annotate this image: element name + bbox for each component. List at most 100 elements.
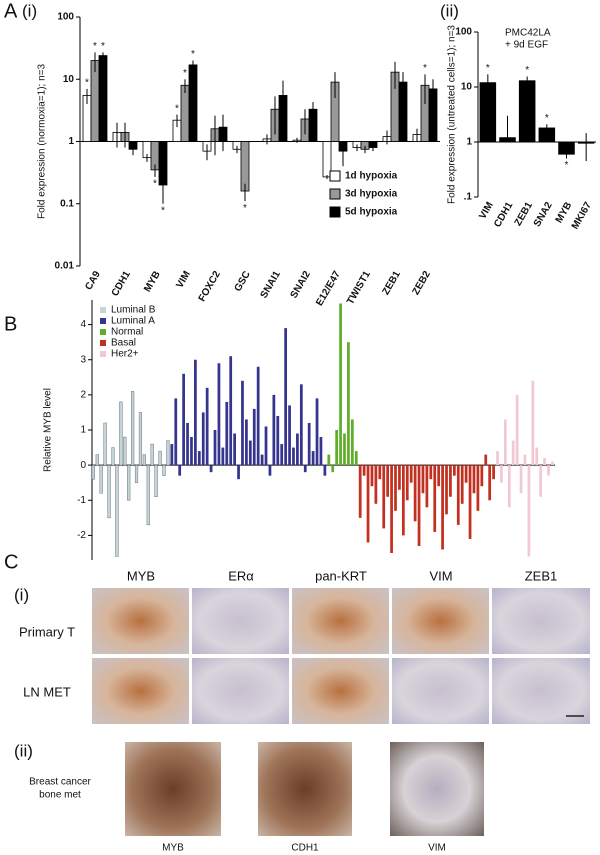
y-tick-label: 0.1 <box>60 198 74 209</box>
y-axis-label: Fold expression (untreated cells=1); n=3 <box>447 25 458 204</box>
micrograph <box>292 658 389 724</box>
bars <box>82 52 438 204</box>
x-tick-label: GSC <box>233 269 253 293</box>
bar <box>515 394 519 466</box>
bar <box>201 412 205 466</box>
bar <box>456 465 460 525</box>
bar <box>460 465 464 504</box>
y-axis-label: Fold expression (normoxia=1); n=3 <box>37 64 48 220</box>
bar <box>488 465 492 501</box>
bar <box>174 398 178 466</box>
bar <box>323 465 327 476</box>
bar <box>221 447 225 466</box>
sub-label: (ii) <box>440 1 459 20</box>
bar <box>347 342 350 466</box>
legend-swatch <box>329 170 341 182</box>
significance-mark: * <box>243 203 247 214</box>
bar <box>107 464 111 519</box>
bar <box>362 465 366 476</box>
significance-mark: * <box>565 160 569 171</box>
bar <box>233 433 237 466</box>
bar <box>421 465 425 494</box>
bar <box>543 458 546 466</box>
legend-label: 3d hypoxia <box>345 189 398 200</box>
bar <box>284 328 288 466</box>
x-tick-label: TWIST1 <box>345 269 373 307</box>
bar <box>370 465 374 487</box>
bar <box>511 440 515 466</box>
bar <box>217 363 221 466</box>
micrograph <box>258 742 352 836</box>
bar <box>170 444 174 466</box>
legend-label: Her2+ <box>111 349 139 360</box>
bar <box>240 141 250 192</box>
micrograph <box>392 658 489 724</box>
bar <box>194 359 197 466</box>
legend-swatch <box>100 318 106 324</box>
x-tick-label: MYB <box>142 269 163 294</box>
bar <box>292 447 295 466</box>
bar <box>468 465 472 539</box>
bar <box>307 422 311 466</box>
column-label: pan-KRT <box>315 568 367 583</box>
bar <box>413 465 417 522</box>
micrograph <box>390 742 484 836</box>
y-axis-label: Relative MYB level <box>43 388 54 472</box>
significance-mark: * <box>423 63 427 74</box>
legend-label: 1d hypoxia <box>345 171 398 182</box>
bar <box>95 454 99 466</box>
y-tick-label: 1 <box>68 136 74 147</box>
bar <box>303 465 307 473</box>
significance-mark: * <box>85 78 89 89</box>
bar <box>180 84 190 142</box>
bar <box>315 398 319 466</box>
bar <box>241 380 244 466</box>
y-tick-label: 4 <box>80 319 86 330</box>
significance-mark: * <box>101 41 105 52</box>
bar <box>503 419 507 466</box>
significance-mark: * <box>93 41 97 52</box>
x-tick-label: SNAI1 <box>259 269 283 300</box>
bar <box>134 464 139 483</box>
bar <box>166 440 170 466</box>
y-tick-label: 1 <box>80 425 86 436</box>
legend-swatch <box>329 206 341 218</box>
bar <box>484 454 488 466</box>
annotation: PMC42LA <box>505 28 551 39</box>
micrograph <box>192 588 289 654</box>
bar <box>90 60 100 142</box>
bar <box>209 465 213 473</box>
bar <box>429 465 433 480</box>
micrograph <box>92 658 189 724</box>
sub-label: (i) <box>14 585 29 604</box>
bar <box>119 401 123 466</box>
bar <box>115 464 119 557</box>
bar <box>354 451 358 466</box>
y-tick-label: -2 <box>77 530 86 541</box>
row-label: bone met <box>39 790 81 801</box>
bar <box>394 465 397 511</box>
bar <box>358 465 362 518</box>
bar <box>146 464 150 526</box>
micrograph <box>292 588 389 654</box>
bar <box>409 465 413 483</box>
bar <box>445 465 448 515</box>
y-tick-label: 1 <box>466 137 472 148</box>
bar <box>382 465 386 529</box>
bar <box>492 465 495 480</box>
bar <box>476 465 480 511</box>
x-tick-label: SNAI2 <box>289 269 313 300</box>
bar <box>245 419 248 466</box>
panel-c: C (i) MYB ERα pan-KRT VIM ZEB1 Primary T… <box>4 551 590 854</box>
annotation: + 9d EGF <box>505 40 548 51</box>
bar <box>99 464 103 494</box>
bar <box>531 380 535 466</box>
significance-mark: * <box>161 205 165 216</box>
bar <box>480 465 484 487</box>
column-label: ZEB1 <box>525 568 558 583</box>
row-label: Primary T <box>19 624 75 639</box>
bar <box>319 437 323 466</box>
y-tick-label: .1 <box>464 192 473 203</box>
bar <box>539 465 543 497</box>
bar <box>339 303 342 466</box>
